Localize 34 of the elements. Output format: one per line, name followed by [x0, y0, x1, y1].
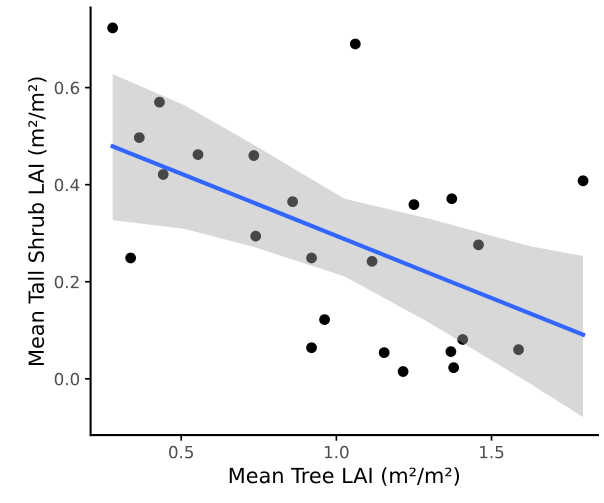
- y-tick-label: 0.4: [54, 178, 80, 192]
- point: [306, 252, 317, 264]
- point: [107, 22, 118, 34]
- point: [306, 342, 317, 354]
- point: [378, 347, 390, 358]
- x-tick-label: 1.0: [324, 446, 349, 458]
- point: [408, 199, 420, 210]
- point: [448, 362, 460, 374]
- point: [319, 314, 330, 325]
- line-series: [110, 144, 586, 337]
- point: [578, 175, 588, 186]
- point: [154, 96, 165, 108]
- y-tick-label: 0.2: [54, 276, 79, 288]
- point: [473, 239, 484, 250]
- y-tick-label: 0.0: [54, 372, 80, 386]
- point: [248, 150, 260, 161]
- point: [457, 334, 468, 345]
- point: [192, 149, 204, 160]
- point: [250, 230, 262, 242]
- point: [445, 346, 456, 358]
- x-axis-title: Mean Tree LAI (m²/m²): [230, 467, 460, 486]
- point: [513, 344, 524, 356]
- point: [158, 169, 169, 180]
- x-tick-label: 0.5: [169, 446, 194, 458]
- point: [398, 366, 408, 377]
- point: [125, 252, 136, 264]
- point: [134, 132, 145, 143]
- point: [446, 193, 458, 204]
- y-axis-title: Mean Tall Shrub LAI (m²/m²): [28, 77, 47, 365]
- point: [350, 38, 361, 50]
- point: [287, 196, 298, 208]
- x-tick-label: 1.5: [480, 446, 504, 458]
- point: [366, 256, 378, 267]
- y-tick-label: 0.6: [54, 82, 80, 94]
